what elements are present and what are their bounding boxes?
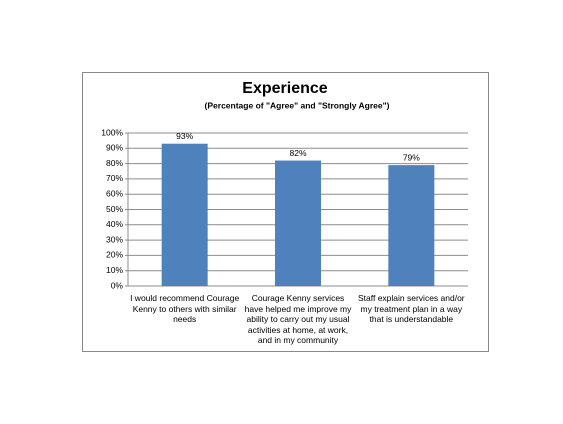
- bar: [388, 165, 435, 286]
- x-tick-label: Courage Kenny services have helped me im…: [244, 293, 352, 345]
- value-label: 82%: [289, 148, 306, 158]
- y-tick-label: 40%: [106, 219, 123, 229]
- y-tick-label: 20%: [106, 250, 123, 260]
- chart-title: Experience: [242, 80, 327, 97]
- x-tick-label: Staff explain services and/or my treatme…: [358, 293, 465, 324]
- y-tick-label: 70%: [106, 173, 123, 183]
- bar: [161, 143, 208, 286]
- y-tick-label: 80%: [106, 158, 123, 168]
- y-tick-label: 0%: [111, 280, 124, 290]
- y-tick-label: 100%: [101, 127, 123, 137]
- y-tick-label: 30%: [106, 234, 123, 244]
- bar: [275, 160, 321, 286]
- chart-subtitle: (Percentage of "Agree" and "Strongly Agr…: [205, 100, 390, 110]
- value-label: 93%: [176, 131, 193, 141]
- y-tick-label: 60%: [106, 188, 123, 198]
- y-tick-label: 50%: [106, 204, 123, 214]
- x-tick-label: I would recommend Courage Kenny to other…: [130, 293, 240, 324]
- value-label: 79%: [403, 152, 420, 162]
- y-tick-label: 90%: [106, 143, 123, 153]
- y-tick-label: 10%: [106, 265, 123, 275]
